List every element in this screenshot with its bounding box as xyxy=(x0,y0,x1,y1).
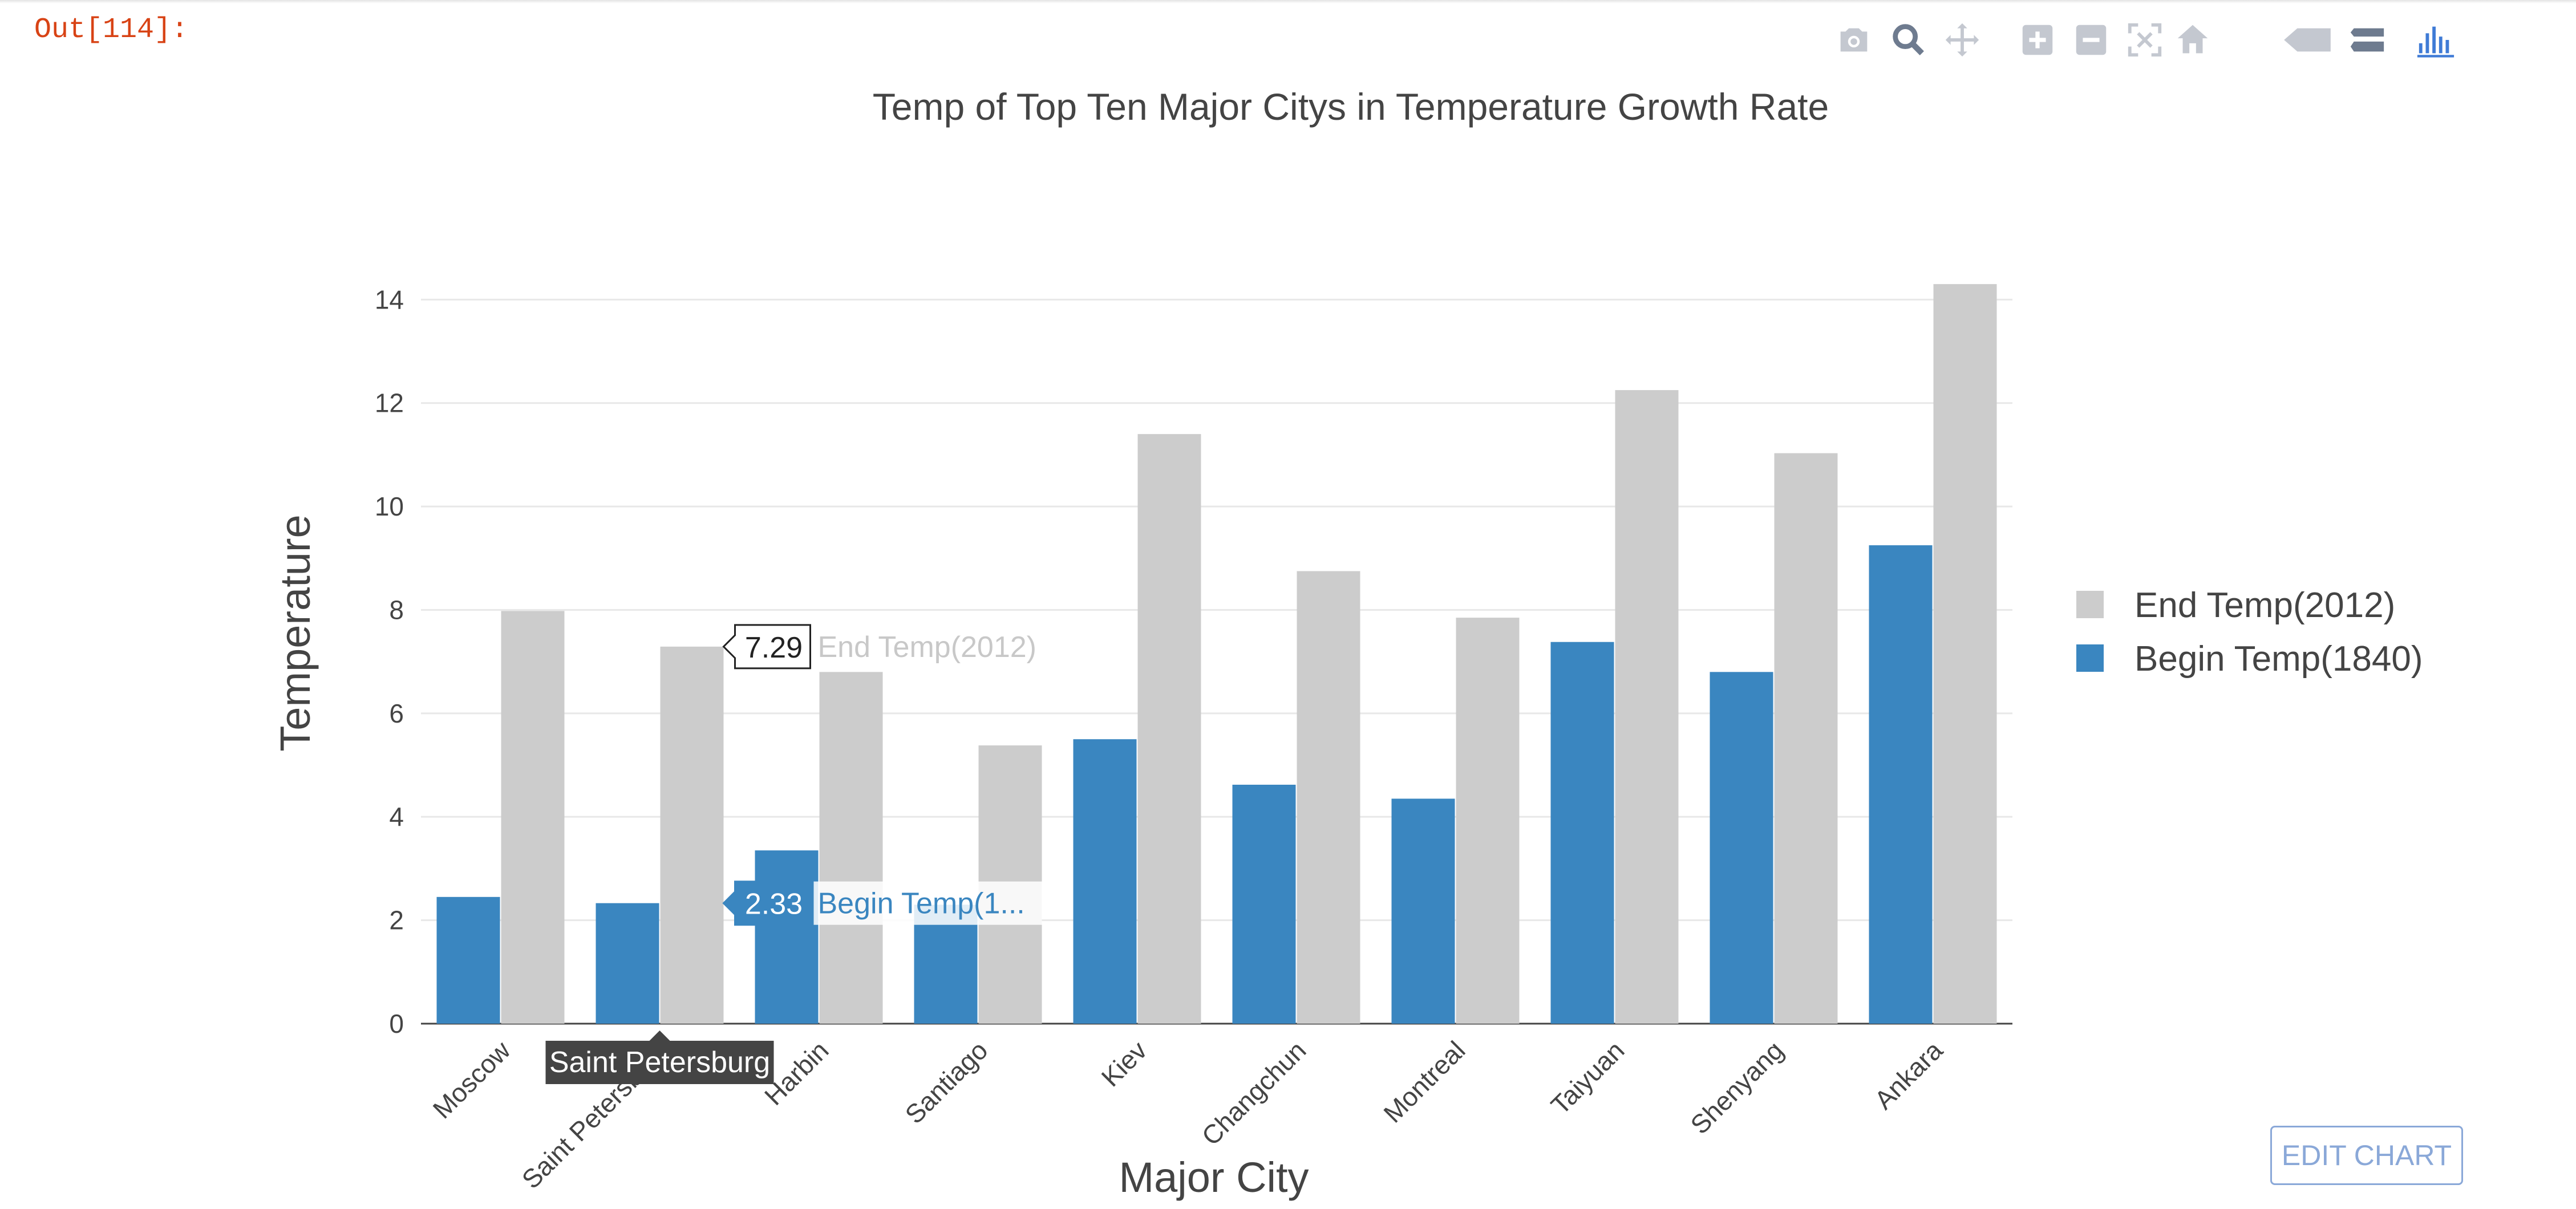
output-prompt: Out[114]: xyxy=(34,14,189,46)
x-tick-label: Taiyuan xyxy=(1545,1035,1630,1120)
x-tick-label: Changchun xyxy=(1196,1035,1311,1151)
hover-series-name: End Temp(2012) xyxy=(818,631,1037,664)
pan-icon[interactable] xyxy=(1939,17,1985,63)
y-tick-labels: 0 2 4 6 8 10 12 14 xyxy=(375,285,404,1038)
top-border xyxy=(0,0,2576,3)
bar-begin-taiyuan xyxy=(1550,642,1614,1024)
zoom-in-icon[interactable] xyxy=(2015,17,2060,63)
bar-end-saint-petersburg xyxy=(660,646,724,1024)
bar-begin-shenyang xyxy=(1710,672,1773,1024)
autoscale-icon[interactable] xyxy=(2122,17,2168,63)
x-tick-label: Shenyang xyxy=(1684,1035,1789,1139)
x-tick-label: Kiev xyxy=(1096,1035,1153,1092)
bar-begin-ankara xyxy=(1869,545,1933,1024)
compare-hover-icon[interactable] xyxy=(2344,17,2390,63)
bar-end-kiev xyxy=(1137,434,1201,1024)
hover-value: 7.29 xyxy=(745,631,803,664)
hover-labels: End Temp(2012) 7.29 Begin Temp(1... 2.33 Sai… xyxy=(545,624,1042,1084)
zoom-icon[interactable] xyxy=(1886,17,1931,63)
x-tick-label: Ankara xyxy=(1869,1035,1949,1115)
y-tick-label: 4 xyxy=(389,802,404,831)
bar-end-changchun xyxy=(1297,571,1360,1024)
legend-label: Begin Temp(1840) xyxy=(2134,639,2423,679)
hover-value: 2.33 xyxy=(745,888,803,921)
bars xyxy=(436,284,1997,1024)
legend-swatch xyxy=(2076,644,2104,672)
bar-end-taiyuan xyxy=(1615,390,1679,1024)
camera-icon[interactable] xyxy=(1831,17,1877,63)
y-tick-label: 12 xyxy=(375,388,404,418)
y-tick-label: 10 xyxy=(375,492,404,521)
hover-name-box xyxy=(813,881,1042,925)
hover-value-box xyxy=(722,881,811,926)
x-tick-label: Santiago xyxy=(899,1035,993,1129)
bar-end-moscow xyxy=(501,611,565,1024)
plotly-logo-icon[interactable] xyxy=(2413,17,2458,63)
home-icon[interactable] xyxy=(2170,17,2215,63)
hover-series-name: Begin Temp(1... xyxy=(818,887,1025,920)
x-axis-title: Major City xyxy=(1119,1154,1309,1201)
y-axis-title: Temperature xyxy=(272,514,319,751)
hover-category-label: Saint Petersburg xyxy=(549,1046,770,1079)
hover-value-box xyxy=(722,624,811,670)
legend-label: End Temp(2012) xyxy=(2134,586,2395,625)
x-tick-label: Montreal xyxy=(1378,1035,1471,1128)
legend[interactable]: End Temp(2012) Begin Temp(1840) xyxy=(2076,586,2423,679)
bar-begin-montreal xyxy=(1391,798,1455,1024)
hover-name-box xyxy=(813,624,1042,668)
y-tick-label: 6 xyxy=(389,699,404,728)
bar-end-harbin xyxy=(819,672,883,1024)
bar-end-shenyang xyxy=(1774,453,1838,1024)
chart-title: Temp of Top Ten Major Citys in Temperatu… xyxy=(873,86,1829,128)
hover-category-box xyxy=(545,1031,774,1084)
bar-begin-moscow xyxy=(436,896,500,1024)
y-tick-label: 0 xyxy=(389,1009,404,1038)
closest-hover-icon[interactable] xyxy=(2276,17,2339,63)
zoom-out-icon[interactable] xyxy=(2068,17,2114,63)
y-tick-label: 2 xyxy=(389,906,404,935)
bar-end-montreal xyxy=(1456,618,1520,1024)
grid-lines xyxy=(421,298,2012,1025)
bar-begin-saint-petersburg xyxy=(596,903,659,1024)
edit-chart-button[interactable]: EDIT CHART xyxy=(2270,1126,2463,1185)
legend-swatch xyxy=(2076,591,2104,618)
y-tick-label: 14 xyxy=(375,285,404,314)
bar-begin-changchun xyxy=(1232,785,1296,1024)
bar-end-ankara xyxy=(1933,284,1997,1024)
bar-begin-harbin xyxy=(755,850,819,1024)
x-tick-label: Moscow xyxy=(427,1035,516,1125)
y-tick-label: 8 xyxy=(389,595,404,624)
bar-begin-kiev xyxy=(1073,739,1137,1024)
